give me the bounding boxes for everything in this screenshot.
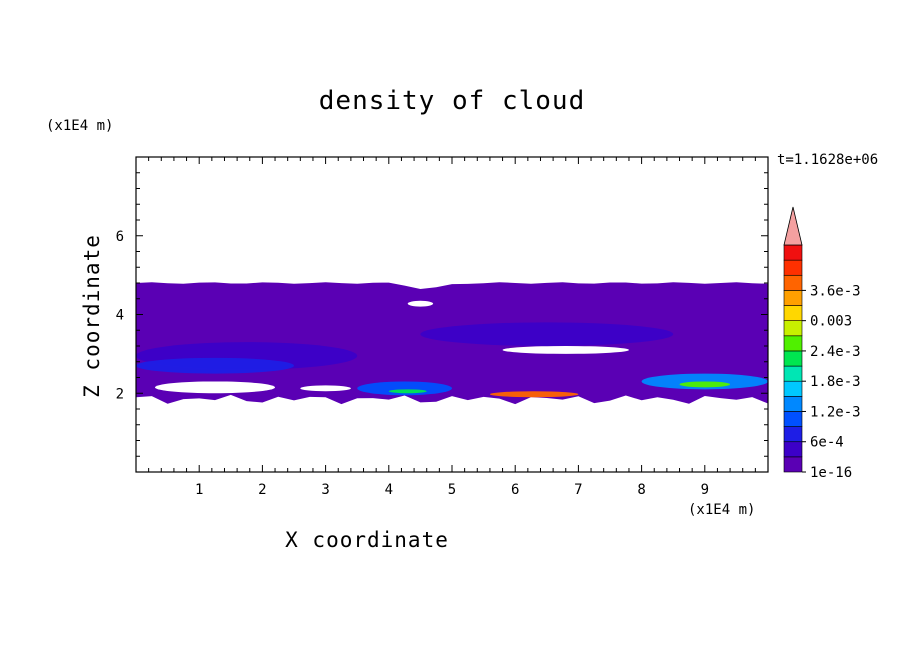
colorbar-swatch [783,396,803,412]
colorbar-swatch [783,365,803,382]
colorbar-swatch [783,411,803,427]
x-tick-label: 6 [511,482,519,498]
x-axis-label: X coordinate [285,528,449,552]
x-tick-label: 9 [701,482,709,498]
cloud-gap-2 [407,300,434,307]
colorbar-swatch [783,441,803,458]
colorbar-swatch [783,335,803,352]
x-tick-label: 5 [448,482,456,498]
plot-area [136,282,768,405]
cloud-base-region [136,282,768,405]
colorbar-swatch [783,290,803,306]
contour-band-6 [388,389,427,394]
colorbar-label: 2.4e-3 [810,344,861,360]
contour-band-3 [136,357,294,374]
contour-band-4 [357,381,452,396]
x-tick-label: 2 [258,482,266,498]
x-tick-label: 4 [385,482,393,498]
x-tick-label: 1 [195,482,203,498]
colorbar-swatch [783,259,803,276]
colorbar-extend-arrow [783,206,803,246]
axes: 1 2 3 4 5 6 7 8 9 2 4 6 [116,156,769,498]
colorbar-swatch [783,320,803,337]
colorbar-label: 6e-4 [810,435,844,451]
colorbar-swatch [783,244,803,261]
x-tick-label: 8 [637,482,645,498]
y-axis-unit: (x1E4 m) [46,118,114,134]
colorbar-label: 1.2e-3 [810,404,861,420]
colorbar-swatch [783,350,803,367]
x-tick-label: 3 [321,482,329,498]
y-tick-label: 2 [116,386,124,402]
time-annotation: t=1.1628e+06 [777,152,879,168]
chart-title: density of cloud [318,86,586,116]
contour-band-2 [420,322,674,346]
contour-band-8 [489,391,579,398]
colorbar-swatch [783,274,803,291]
contour-band-7 [679,381,731,388]
cloud-gap-4 [300,385,351,392]
cloud-gap-1 [502,346,629,354]
colorbar-label: 0.003 [810,314,852,330]
colorbar-swatch [783,456,803,473]
colorbar-label: 3.6e-3 [810,283,861,299]
cloud-gap-3 [154,381,276,394]
colorbar-swatch [783,305,803,321]
y-tick-label: 4 [116,308,124,324]
colorbar: 1e-16 6e-4 1.2e-3 1.8e-3 2.4e-3 0.003 3.6e-3 [783,206,861,481]
colorbar-label: 1.8e-3 [810,374,861,390]
colorbar-label: 1e-16 [810,465,852,481]
y-tick-label: 6 [116,229,124,245]
x-tick-label: 7 [574,482,582,498]
colorbar-swatch [783,380,803,397]
x-axis-unit: (x1E4 m) [688,502,756,518]
colorbar-swatch [783,426,803,443]
